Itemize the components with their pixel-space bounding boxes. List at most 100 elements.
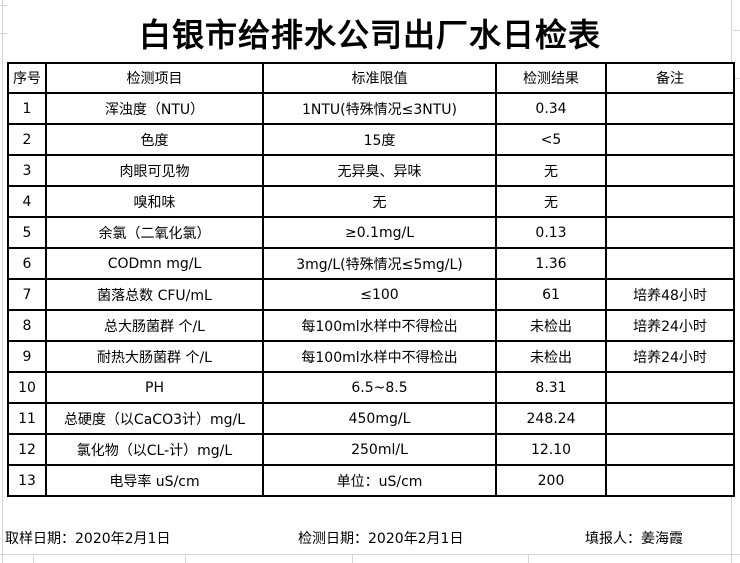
header-limit: 标准限值 xyxy=(262,62,497,94)
page-title: 白银市给排水公司出厂水日检表 xyxy=(138,16,601,54)
row-result: 未检出 xyxy=(495,309,607,342)
row-seq: 1 xyxy=(7,92,47,125)
row-result: 200 xyxy=(495,464,607,497)
row-item: 耐热大肠菌群 个/L xyxy=(45,340,264,373)
row-result: 12.10 xyxy=(495,433,607,466)
row-note: 培养24小时 xyxy=(605,309,735,342)
gridline-bottom-stub-4 xyxy=(528,554,529,563)
row-note xyxy=(605,402,735,435)
row-item: 总大肠菌群 个/L xyxy=(45,309,264,342)
row-result: 无 xyxy=(495,154,607,187)
row-result: <5 xyxy=(495,123,607,156)
row-note xyxy=(605,185,735,218)
gridline-top-right-2 xyxy=(733,78,740,79)
row-limit: 每100ml水样中不得检出 xyxy=(262,340,497,373)
row-limit: 无 xyxy=(262,185,497,218)
row-result: 248.24 xyxy=(495,402,607,435)
row-seq: 5 xyxy=(7,216,47,249)
table-row: 4 嗅和味 无 无 xyxy=(7,185,735,218)
row-item: 电导率 uS/cm xyxy=(45,464,264,497)
row-item: 浑浊度（NTU） xyxy=(45,92,264,125)
gridline-left xyxy=(2,0,3,563)
row-limit: 每100ml水样中不得检出 xyxy=(262,309,497,342)
row-seq: 3 xyxy=(7,154,47,187)
row-limit: 250ml/L xyxy=(262,433,497,466)
table-row: 7 菌落总数 CFU/mL ≤100 61 培养48小时 xyxy=(7,278,735,311)
row-result: 61 xyxy=(495,278,607,311)
row-limit: 1NTU(特殊情况≤3NTU) xyxy=(262,92,497,125)
gridline-bottom-stub-2 xyxy=(185,554,186,563)
row-note xyxy=(605,371,735,404)
header-row: 序号 检测项目 标准限值 检测结果 备注 xyxy=(7,62,735,94)
row-note xyxy=(605,92,735,125)
gridline-top-left-2 xyxy=(0,33,7,34)
gridline-bottom-stub-3 xyxy=(352,554,353,563)
gridline-bottom xyxy=(0,554,740,555)
row-limit: 450mg/L xyxy=(262,402,497,435)
row-seq: 13 xyxy=(7,464,47,497)
row-seq: 11 xyxy=(7,402,47,435)
row-seq: 6 xyxy=(7,247,47,280)
row-limit: 6.5~8.5 xyxy=(262,371,497,404)
row-limit: 单位：uS/cm xyxy=(262,464,497,497)
header-note: 备注 xyxy=(605,62,735,94)
row-result: 1.36 xyxy=(495,247,607,280)
row-item: 余氯（二氧化氯） xyxy=(45,216,264,249)
row-note xyxy=(605,154,735,187)
gridline-top-left-1 xyxy=(0,5,7,6)
footer: 取样日期：2020年2月1日 检测日期：2020年2月1日 填报人：姜海霞 xyxy=(0,524,740,554)
table-row: 3 肉眼可见物 无异臭、异味 无 xyxy=(7,154,735,187)
table-row: 11 总硬度（以CaCO3计）mg/L 450mg/L 248.24 xyxy=(7,402,735,435)
row-seq: 8 xyxy=(7,309,47,342)
row-result: 0.13 xyxy=(495,216,607,249)
row-item: 肉眼可见物 xyxy=(45,154,264,187)
table-row: 2 色度 15度 <5 xyxy=(7,123,735,156)
row-note: 培养24小时 xyxy=(605,340,735,373)
row-result: 无 xyxy=(495,185,607,218)
row-item: 氯化物（以CL-计）mg/L xyxy=(45,433,264,466)
row-item: 菌落总数 CFU/mL xyxy=(45,278,264,311)
gridline-bottom-stub-1 xyxy=(33,554,34,563)
gridline-top-right-1 xyxy=(733,30,740,31)
table-row: 1 浑浊度（NTU） 1NTU(特殊情况≤3NTU) 0.34 xyxy=(7,92,735,125)
row-limit: ≥0.1mg/L xyxy=(262,216,497,249)
row-note: 培养48小时 xyxy=(605,278,735,311)
row-result: 8.31 xyxy=(495,371,607,404)
table-row: 13 电导率 uS/cm 单位：uS/cm 200 xyxy=(7,464,735,497)
row-note xyxy=(605,216,735,249)
row-seq: 12 xyxy=(7,433,47,466)
header-result: 检测结果 xyxy=(495,62,607,94)
row-limit: 无异臭、异味 xyxy=(262,154,497,187)
inspection-table: 序号 检测项目 标准限值 检测结果 备注 1 浑浊度（NTU） 1NTU(特殊情… xyxy=(7,62,735,497)
row-result: 0.34 xyxy=(495,92,607,125)
table-row: 8 总大肠菌群 个/L 每100ml水样中不得检出 未检出 培养24小时 xyxy=(7,309,735,342)
table-row: 5 余氯（二氧化氯） ≥0.1mg/L 0.13 xyxy=(7,216,735,249)
row-note xyxy=(605,123,735,156)
row-result: 未检出 xyxy=(495,340,607,373)
test-date-label: 检测日期：2020年2月1日 xyxy=(298,531,464,547)
row-limit: ≤100 xyxy=(262,278,497,311)
row-item: 色度 xyxy=(45,123,264,156)
row-seq: 4 xyxy=(7,185,47,218)
table-row: 9 耐热大肠菌群 个/L 每100ml水样中不得检出 未检出 培养24小时 xyxy=(7,340,735,373)
table-row: 10 PH 6.5~8.5 8.31 xyxy=(7,371,735,404)
row-note xyxy=(605,464,735,497)
table-row: 12 氯化物（以CL-计）mg/L 250ml/L 12.10 xyxy=(7,433,735,466)
row-seq: 10 xyxy=(7,371,47,404)
row-item: 总硬度（以CaCO3计）mg/L xyxy=(45,402,264,435)
header-seq: 序号 xyxy=(7,62,47,94)
sample-date-label: 取样日期：2020年2月1日 xyxy=(5,531,171,547)
row-seq: 9 xyxy=(7,340,47,373)
table-row: 6 CODmn mg/L 3mg/L(特殊情况≤5mg/L) 1.36 xyxy=(7,247,735,280)
row-item: CODmn mg/L xyxy=(45,247,264,280)
reporter-label: 填报人：姜海霞 xyxy=(585,531,683,547)
row-seq: 2 xyxy=(7,123,47,156)
row-limit: 3mg/L(特殊情况≤5mg/L) xyxy=(262,247,497,280)
header-item: 检测项目 xyxy=(45,62,264,94)
row-item: PH xyxy=(45,371,264,404)
row-note xyxy=(605,433,735,466)
row-note xyxy=(605,247,735,280)
row-limit: 15度 xyxy=(262,123,497,156)
row-seq: 7 xyxy=(7,278,47,311)
